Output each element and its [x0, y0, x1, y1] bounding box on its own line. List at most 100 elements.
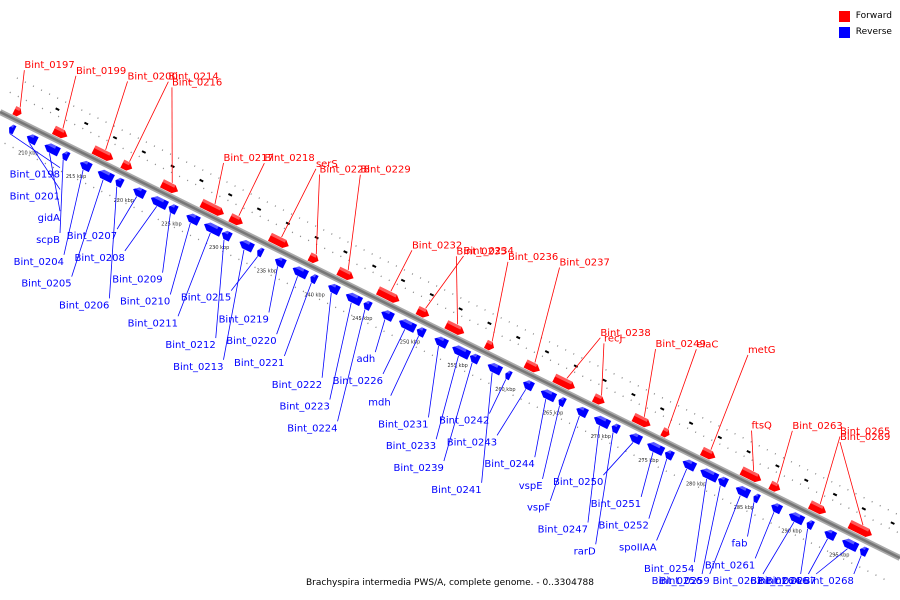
gene-arrow	[558, 397, 567, 408]
gene-label: Bint_0234	[464, 246, 514, 257]
minor-tick	[775, 464, 780, 468]
gene-block	[699, 446, 716, 460]
gene-block	[310, 272, 319, 285]
genome-caption: Brachyspira intermedia PWS/A, complete g…	[305, 578, 595, 588]
gene-block	[788, 510, 806, 526]
gene-highlight	[162, 179, 176, 188]
gene-highlight	[488, 360, 499, 368]
gene-label: Bint_0201	[10, 191, 60, 202]
gene-arrow	[97, 169, 115, 184]
gene-block	[381, 308, 395, 322]
gene-leader-line	[853, 555, 862, 575]
gene-label: Bint_0247	[538, 525, 588, 536]
gene-arrow	[221, 230, 233, 242]
minor-tick	[429, 292, 435, 297]
gene-block	[221, 229, 233, 242]
gene-block	[700, 466, 720, 483]
gene-highlight	[257, 246, 263, 251]
gene-leader-line	[162, 213, 171, 273]
gene-highlight	[364, 299, 370, 305]
gene-arrow	[381, 310, 395, 322]
legend-forward: Forward	[838, 8, 892, 24]
gene-leader-line	[491, 261, 509, 342]
gene-block	[558, 395, 567, 408]
gene-leader-line	[19, 70, 25, 108]
gene-block	[682, 457, 698, 472]
gene-arrow	[12, 106, 22, 117]
gene-block	[336, 266, 354, 281]
gene-leader-line	[693, 478, 708, 563]
gene-block	[415, 305, 430, 318]
gene-label: Bint_0205	[21, 279, 71, 290]
gene-arrow	[204, 222, 224, 237]
gene-block	[307, 252, 319, 264]
gene-leader-line	[347, 174, 361, 271]
gene-label: Bint_0213	[173, 362, 223, 373]
gene-label: Bint_0241	[431, 485, 481, 496]
gene-highlight	[576, 404, 585, 411]
gene-label: Bint_0223	[279, 402, 329, 413]
gene-arrow	[629, 433, 644, 445]
gene-highlight	[850, 520, 870, 532]
gene-arrow	[753, 493, 761, 504]
gene-highlight	[742, 466, 759, 477]
gene-leader-line	[169, 222, 191, 295]
gene-leader-line	[223, 249, 245, 360]
gene-label: Bint_0243	[447, 437, 497, 448]
gene-highlight	[98, 167, 111, 176]
kbp-tick-label: 285 kbp	[734, 505, 754, 511]
gene-label: Bint_0237	[560, 258, 610, 269]
minor-tick	[371, 264, 377, 268]
gene-leader-line	[839, 441, 864, 526]
guide-line	[0, 140, 889, 582]
gene-highlight	[807, 518, 813, 524]
gene-leader-line	[390, 335, 419, 396]
kbp-tick-label: 270 kbp	[591, 434, 611, 440]
gene-highlight	[789, 510, 801, 518]
gene-label: Bint_0267	[766, 576, 816, 587]
gene-highlight	[54, 125, 65, 133]
gene-block	[487, 360, 504, 376]
gene-leader-line	[124, 206, 158, 252]
gene-label: Bint_0224	[287, 423, 337, 434]
gene-leader-line	[59, 160, 64, 234]
gene-arrow	[239, 240, 255, 253]
gene-arrow	[91, 145, 114, 162]
kbp-tick-label: 225 kbp	[161, 221, 181, 227]
gene-block	[199, 198, 224, 216]
gene-highlight	[447, 320, 462, 330]
gene-arrow	[292, 266, 309, 280]
gene-leader-line	[268, 266, 279, 313]
gene-label: metG	[748, 345, 776, 356]
gene-label: fab	[731, 539, 747, 550]
gene-arrow	[647, 442, 666, 456]
gene-highlight	[452, 343, 467, 353]
gene-leader-line	[321, 292, 332, 378]
gene-arrow	[505, 370, 513, 381]
gene-highlight	[204, 220, 219, 230]
gene-highlight	[470, 351, 478, 358]
gene-arrow	[363, 300, 373, 311]
gene-arrow	[807, 500, 827, 515]
gene-highlight	[346, 290, 359, 299]
kbp-tick-label: 210 kbp	[18, 150, 38, 156]
gene-label: Bint_0228	[320, 164, 370, 175]
gene-arrow	[115, 177, 125, 188]
gene-label: elaC	[696, 339, 718, 350]
gene-highlight	[381, 308, 391, 315]
gene-block	[847, 520, 872, 537]
gene-highlight	[62, 149, 68, 155]
gene-highlight	[45, 141, 57, 149]
gene-leader-line	[9, 133, 61, 168]
gene-label: ftsQ	[752, 421, 772, 432]
gene-leader-line	[374, 319, 386, 353]
gene-arrow	[159, 179, 179, 194]
gene-highlight	[842, 536, 855, 545]
gene-highlight	[231, 213, 241, 220]
gene-leader-line	[747, 502, 755, 537]
gene-label: serS	[316, 159, 338, 170]
gene-arrow	[310, 274, 319, 285]
gene-highlight	[418, 305, 427, 313]
gene-leader-line	[549, 415, 580, 501]
gene-arrow	[788, 512, 806, 526]
